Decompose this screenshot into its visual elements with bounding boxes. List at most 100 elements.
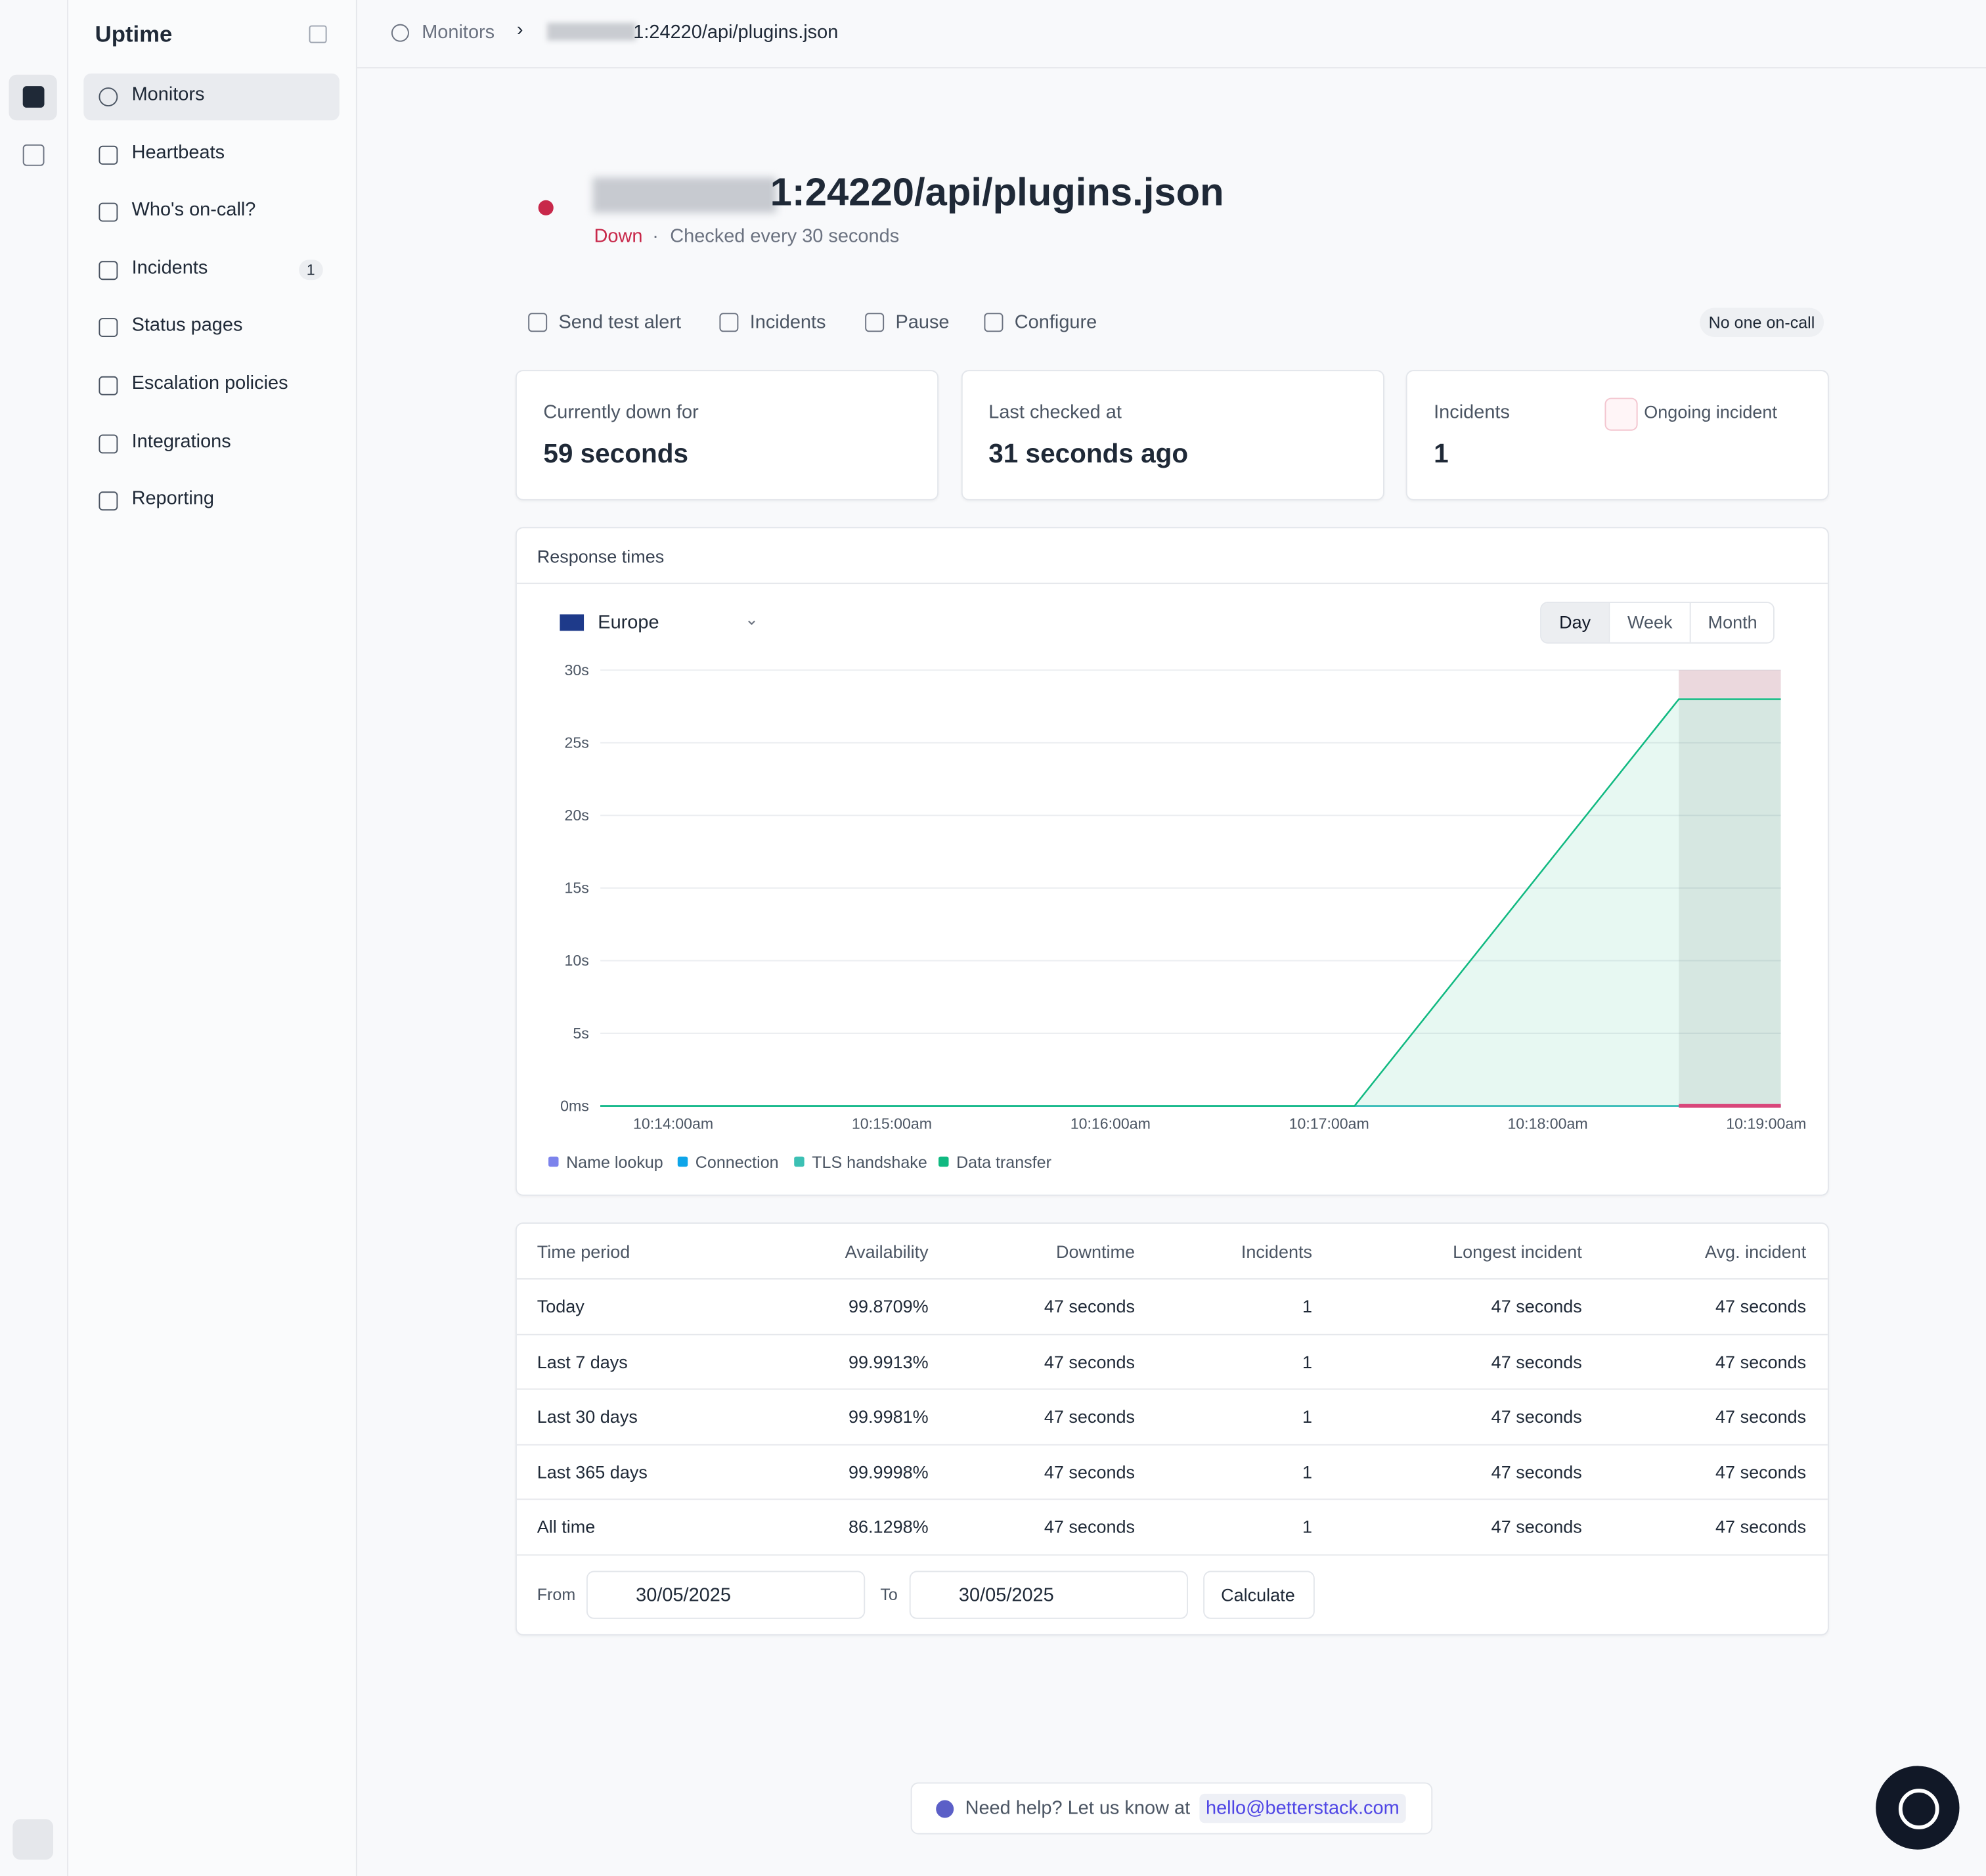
column-header: Incidents	[1241, 1241, 1312, 1262]
cell: 47 seconds	[1044, 1517, 1135, 1538]
stat-value: 59 seconds	[543, 439, 688, 469]
button-label: Calculate	[1221, 1584, 1295, 1605]
on-call: No one on-call	[1700, 307, 1824, 337]
icon-rail	[0, 0, 69, 1876]
action-icon	[984, 313, 1004, 332]
legend-label: Name lookup	[566, 1153, 663, 1172]
range-label: From	[537, 1584, 576, 1604]
row-divider	[516, 1554, 1828, 1556]
chat-icon	[1898, 1789, 1939, 1829]
help-email[interactable]: hello@betterstack.com	[1199, 1793, 1406, 1823]
column-header: Availability	[845, 1241, 929, 1262]
sidebar: Uptime Monitors Heartbeats Who's on-call? I…	[68, 0, 357, 1876]
cell: 47 seconds	[1044, 1462, 1135, 1483]
breadcrumb[interactable]: Monitors	[422, 21, 495, 43]
nav-icon	[99, 376, 118, 395]
nav-item[interactable]: Monitors	[131, 83, 205, 106]
action[interactable]: Send test alert	[558, 311, 682, 334]
action[interactable]: Pause	[895, 311, 950, 334]
sidebar-title: Uptime	[95, 21, 173, 47]
chart-title: Response times	[537, 546, 665, 567]
cell: Last 7 days	[537, 1351, 628, 1372]
monitor-title: 1:24220/api/plugins.json	[770, 169, 1224, 214]
y-tick-label: 25s	[564, 734, 588, 751]
nav-icon	[99, 491, 118, 511]
help-icon	[936, 1800, 954, 1818]
nav-icon	[99, 318, 118, 338]
row-divider	[516, 1499, 1828, 1501]
cell: 99.9981%	[849, 1406, 929, 1427]
breadcrumb: 1:24220/api/plugins.json	[633, 21, 839, 43]
row-divider	[516, 1333, 1828, 1335]
cell: Today	[537, 1295, 585, 1316]
row-divider	[516, 1389, 1828, 1391]
nav-item[interactable]: Integrations	[131, 430, 231, 452]
help-text: Need help? Let us know at	[965, 1797, 1191, 1820]
cell: 47 seconds	[1715, 1462, 1807, 1483]
redacted	[547, 22, 636, 41]
stat-label: Incidents	[1434, 401, 1510, 424]
action[interactable]: Configure	[1014, 311, 1097, 334]
action-icon	[719, 313, 739, 332]
nav-item[interactable]: Who's on-call?	[131, 199, 256, 221]
date-input[interactable]: 30/05/2025	[586, 1571, 866, 1619]
cell: 99.9998%	[849, 1462, 929, 1483]
chart-card: Response times Europe ⌄ Day Week Month	[515, 527, 1829, 1196]
cell: 47 seconds	[1715, 1406, 1807, 1427]
legend-swatch	[938, 1156, 949, 1167]
dropdown[interactable]: ⌄	[744, 609, 759, 629]
chat-button[interactable]	[1876, 1766, 1960, 1850]
nav-active	[83, 73, 340, 121]
nav-item[interactable]: Heartbeats	[131, 141, 225, 164]
nav-item[interactable]: Incidents	[131, 257, 208, 279]
legend-swatch	[794, 1156, 805, 1167]
collapse[interactable]	[309, 25, 327, 43]
cell: 47 seconds	[1044, 1406, 1135, 1427]
legend-label: Connection	[695, 1153, 779, 1172]
nav-item[interactable]: Reporting	[131, 487, 215, 510]
cell: 1	[1302, 1462, 1312, 1483]
y-tick-label: 15s	[564, 880, 588, 897]
nav-item[interactable]: Escalation policies	[131, 372, 288, 394]
x-tick-label: 10:14:00am	[633, 1115, 713, 1132]
region[interactable]: Europe	[598, 612, 659, 634]
stat-link[interactable]: Ongoing incident	[1644, 401, 1777, 422]
cell: 99.9913%	[849, 1351, 929, 1372]
help: Need help? Let us know at hello@betterst…	[910, 1782, 1433, 1835]
line	[600, 698, 1781, 1107]
chart: 0ms 5s 10s 15s 20s 25s 30s 10:14:00am 10:15:00am…	[548, 661, 1806, 1172]
range-option[interactable]: Day	[1541, 602, 1609, 642]
table: Time period Availability Downtime Incidents…	[515, 1222, 1829, 1636]
stat-card: Last checked at 31 seconds ago	[960, 370, 1384, 501]
sep: ·	[652, 225, 659, 248]
nav-badge: 1	[299, 259, 323, 280]
cell: 1	[1302, 1406, 1312, 1427]
avatar[interactable]	[12, 1819, 53, 1860]
range-option[interactable]: Month	[1690, 602, 1774, 642]
range-option[interactable]: Week	[1608, 602, 1690, 642]
action[interactable]: Incidents	[749, 311, 826, 334]
legend-swatch	[677, 1156, 688, 1167]
x-tick-label: 10:17:00am	[1289, 1115, 1369, 1132]
rail-icon[interactable]	[22, 144, 45, 166]
cell: 99.8709%	[849, 1295, 929, 1316]
rail-icon[interactable]	[22, 86, 45, 108]
area	[600, 699, 1781, 1106]
column-header: Time period	[537, 1241, 630, 1262]
calculate-button[interactable]: Calculate	[1203, 1571, 1315, 1619]
column-header: Longest incident	[1453, 1241, 1582, 1262]
chevron: ›	[516, 18, 523, 41]
nav-item[interactable]: Status pages	[131, 315, 243, 336]
action-icon	[865, 313, 885, 332]
cell: 47 seconds	[1044, 1351, 1135, 1372]
nav-icon	[99, 87, 118, 106]
y-tick-label: 0ms	[560, 1097, 589, 1114]
column-header: Downtime	[1055, 1241, 1135, 1262]
date-input[interactable]: 30/05/2025	[909, 1571, 1188, 1619]
divider	[516, 583, 1828, 585]
incident-band	[1679, 670, 1781, 1106]
status: Down	[594, 225, 643, 248]
nav-icon	[99, 202, 118, 222]
nav-icon	[99, 434, 118, 453]
